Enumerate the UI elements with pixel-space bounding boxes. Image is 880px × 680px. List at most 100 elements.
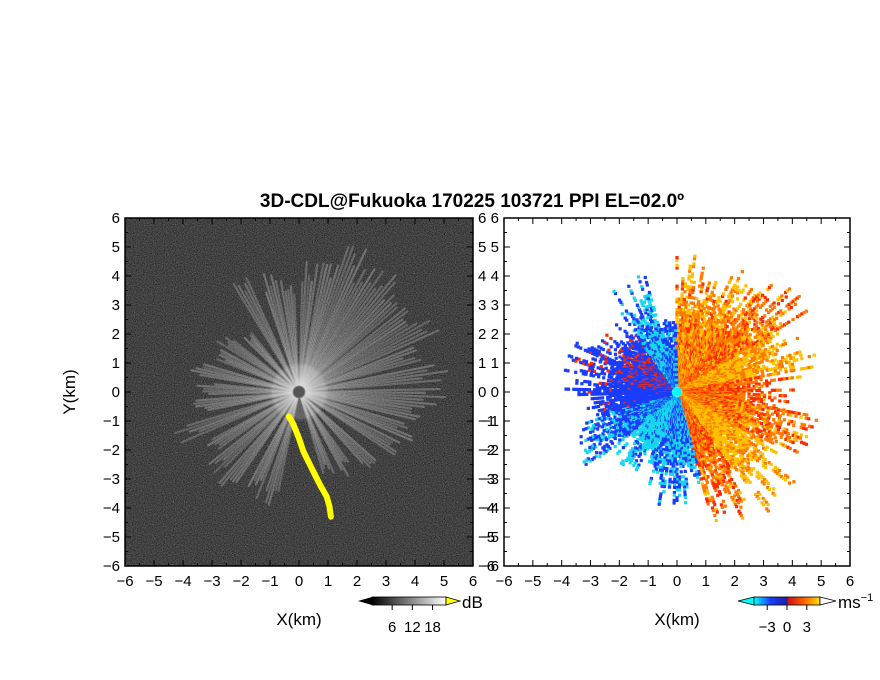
velocity-cell [762, 482, 766, 486]
velocity-cell [757, 397, 761, 401]
colorbar-tick-label: 18 [424, 619, 441, 636]
snr-axes: −6 −5 −4 −3 −2 −1 0 1 2 3 4 5 6−6 −6−5 −5−4 −4−3 −3−2 −2−… [103, 210, 495, 590]
velocity-cell [703, 462, 707, 466]
velocity-cell [720, 459, 725, 463]
velocity-cell [679, 310, 683, 314]
velocity-cell [742, 338, 746, 342]
velocity-cell [738, 491, 742, 495]
velocity-cell [738, 425, 742, 430]
velocity-cell [689, 285, 693, 289]
velocity-cell [689, 466, 693, 470]
velocity-cell [787, 360, 791, 364]
velocity-cell [776, 302, 780, 306]
velocity-cell [731, 323, 735, 327]
velocity-cell [792, 368, 796, 372]
velocity-cell [761, 476, 765, 480]
velocity-cell [763, 332, 767, 336]
velocity-cell [705, 322, 709, 326]
velocity-cell [745, 416, 749, 420]
velocity-cell [752, 446, 756, 450]
velocity-cell [683, 488, 687, 492]
velocity-cell [803, 423, 807, 427]
velocity-cell [780, 298, 784, 302]
velocity-cell [744, 435, 748, 439]
velocity-cell [748, 342, 752, 346]
velocity-cell [761, 443, 765, 447]
velocity-cell [772, 305, 777, 309]
velocity-cell [680, 480, 684, 484]
velocity-cell [690, 468, 694, 473]
velocity-cell [758, 329, 762, 333]
velocity-cell [740, 339, 744, 343]
velocity-cell [733, 466, 737, 470]
velocity-cell [693, 323, 697, 327]
velocity-cell [669, 467, 673, 471]
velocity-cell [774, 352, 778, 356]
velocity-cell [682, 485, 687, 489]
velocity-cell [691, 264, 696, 269]
velocity-cell [758, 338, 762, 342]
velocity-cell [730, 428, 734, 432]
velocity-cell [723, 316, 727, 321]
velocity-cell [761, 460, 765, 464]
velocity-cell [709, 471, 713, 475]
velocity-cell [693, 457, 697, 461]
velocity-cell [722, 476, 727, 480]
velocity-cell [688, 267, 692, 271]
velocity-cell [726, 386, 730, 390]
velocity-cell [729, 311, 733, 315]
velocity-cell [744, 418, 748, 422]
velocity-cell [681, 318, 685, 322]
velocity-cell [680, 483, 684, 487]
velocity-cell [724, 490, 728, 494]
velocity-cell [748, 353, 753, 357]
velocity-cell [684, 305, 688, 309]
velocity-cell [722, 458, 726, 462]
velocity-cell [761, 364, 766, 368]
velocity-cell [714, 323, 718, 327]
velocity-cell [683, 451, 687, 455]
velocity-cell [689, 301, 693, 305]
velocity-cell [749, 311, 753, 315]
velocity-cell [760, 367, 764, 371]
velocity-cell [706, 475, 710, 479]
velocity-cell [710, 479, 714, 483]
velocity-cell [791, 388, 795, 392]
velocity-cell [759, 441, 763, 445]
velocity-cell [697, 327, 701, 331]
velocity-cell [778, 399, 782, 403]
velocity-cell [795, 351, 799, 355]
velocity-cell [735, 498, 739, 502]
velocity-cell [747, 440, 751, 444]
velocity-cell [699, 469, 703, 473]
velocity-cell [792, 420, 797, 424]
velocity-cell [695, 315, 699, 319]
velocity-cell [740, 440, 744, 444]
velocity-cell [757, 368, 761, 372]
velocity-cell [739, 357, 743, 361]
velocity-cell [797, 411, 801, 416]
velocity-cell [753, 355, 757, 359]
velocity-cell [728, 298, 732, 302]
velocity-cell [711, 324, 715, 328]
velocity-cell [716, 473, 720, 477]
velocity-cell [787, 419, 792, 423]
velocity-cell [764, 448, 768, 452]
velocity-cell [749, 396, 753, 401]
velocity-cell [771, 334, 775, 339]
velocity-cell [675, 478, 679, 482]
velocity-cell [686, 329, 690, 333]
velocity-cell [675, 263, 679, 267]
velocity-cell [743, 360, 747, 364]
velocity-cell [740, 367, 745, 371]
velocity-cell [761, 354, 765, 359]
velocity-cell [750, 430, 754, 434]
velocity-cell [730, 495, 734, 499]
velocity-cell [791, 433, 795, 437]
velocity-cell [778, 322, 782, 326]
velocity-cell [672, 501, 676, 505]
y-tick-label: 5 [112, 239, 120, 256]
velocity-cell [773, 465, 777, 470]
velocity-cell [692, 285, 696, 290]
velocity-cell [699, 477, 703, 481]
